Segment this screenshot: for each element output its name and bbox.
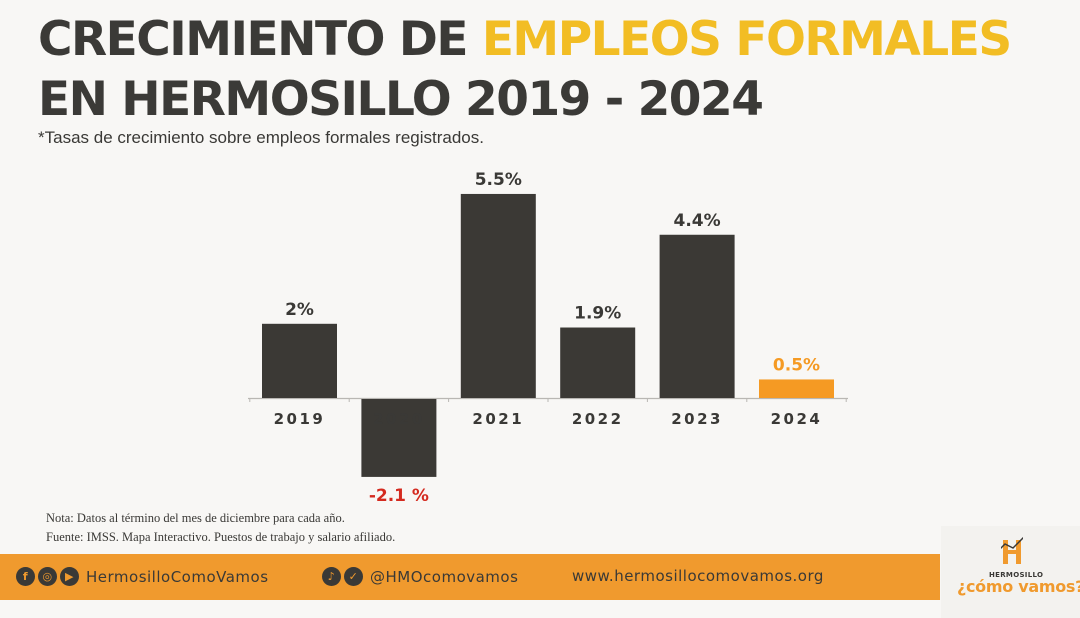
logo: HERMOSILLO ¿cómo vamos? (941, 526, 1080, 618)
bar-2024 (759, 379, 834, 398)
source-text: Fuente: IMSS. Mapa Interactivo. Puestos … (46, 530, 396, 544)
social-group-main: f ◎ ▶ HermosilloComoVamos (16, 567, 269, 586)
social-handle-secondary[interactable]: @HMOcomovamos (370, 567, 519, 586)
data-label-2019: 2% (285, 300, 314, 320)
data-label-2023: 4.4% (674, 211, 721, 231)
x-tick-label-2022: 2022 (572, 410, 624, 428)
facebook-icon[interactable]: f (16, 567, 35, 586)
website-link[interactable]: www.hermosillocomovamos.org (572, 567, 824, 585)
footer-bar: f ◎ ▶ HermosilloComoVamos ♪ ✓ @HMOcomova… (0, 554, 940, 600)
youtube-icon[interactable]: ▶ (60, 567, 79, 586)
twitter-icon[interactable]: ✓ (344, 567, 363, 586)
x-tick-label-2024: 2024 (771, 410, 823, 428)
bar-2023 (659, 234, 735, 398)
chart-title-line-1: CRECIMIENTO DE EMPLEOS FORMALES (38, 16, 1012, 63)
bar-2021 (460, 193, 536, 398)
chart-subtitle: *Tasas de crecimiento sobre empleos form… (38, 128, 484, 147)
data-label-2024: 0.5% (773, 355, 820, 375)
logo-h-icon (1001, 537, 1023, 564)
bar-2019 (262, 323, 337, 398)
logo-big-text: ¿cómo vamos? (957, 577, 1080, 596)
data-label-2020: -2.1 % (369, 486, 429, 506)
x-tick-label-2019: 2019 (274, 410, 326, 428)
social-group-secondary: ♪ ✓ @HMOcomovamos (322, 567, 518, 586)
x-tick-label-2020: 2020 (373, 410, 425, 428)
data-label-2022: 1.9% (574, 304, 621, 324)
website-group: www.hermosillocomovamos.org (568, 567, 824, 585)
logo-small-text: HERMOSILLO (989, 571, 1044, 579)
tiktok-icon[interactable]: ♪ (322, 567, 341, 586)
social-handle-main[interactable]: HermosilloComoVamos (86, 567, 269, 586)
x-tick-label-2021: 2021 (472, 410, 524, 428)
x-tick-label-2023: 2023 (671, 410, 723, 428)
title-part-a: CRECIMIENTO DE (38, 12, 482, 67)
bar-2020 (361, 399, 437, 477)
note-text: Nota: Datos al término del mes de diciem… (46, 511, 345, 525)
title-part-b-highlight: EMPLEOS FORMALES (481, 12, 1012, 67)
chart-title-line-2: EN HERMOSILLO 2019 - 2024 (38, 72, 764, 127)
instagram-icon[interactable]: ◎ (38, 567, 57, 586)
data-label-2021: 5.5% (475, 170, 522, 190)
bar-2022 (560, 327, 636, 398)
